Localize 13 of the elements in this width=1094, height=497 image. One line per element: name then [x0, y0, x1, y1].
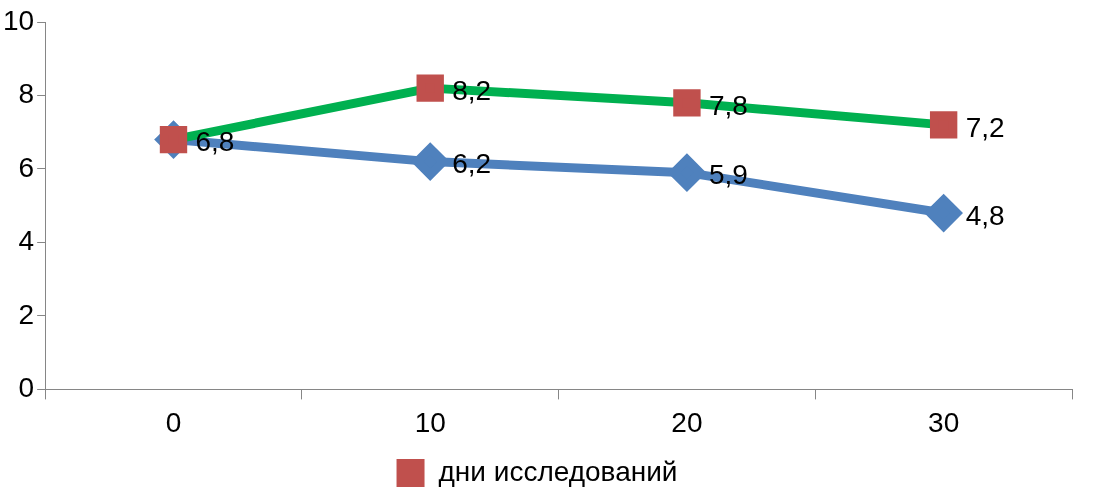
x-tick-label: 10	[414, 406, 446, 438]
y-tick-label: 4	[18, 225, 35, 257]
x-tick-label: 20	[671, 406, 703, 438]
y-tick-label: 0	[18, 372, 35, 404]
data-label: 4,8	[965, 199, 1005, 231]
legend-label: дни исследований	[438, 455, 678, 487]
x-tick-label: 30	[928, 406, 960, 438]
x-tick-label: 0	[165, 406, 182, 438]
y-tick-label: 6	[18, 151, 35, 183]
y-tick-label: 10	[2, 4, 35, 36]
y-tick-label: 2	[18, 298, 35, 330]
data-label: 7,2	[965, 111, 1005, 143]
y-tick-label: 8	[18, 78, 35, 110]
